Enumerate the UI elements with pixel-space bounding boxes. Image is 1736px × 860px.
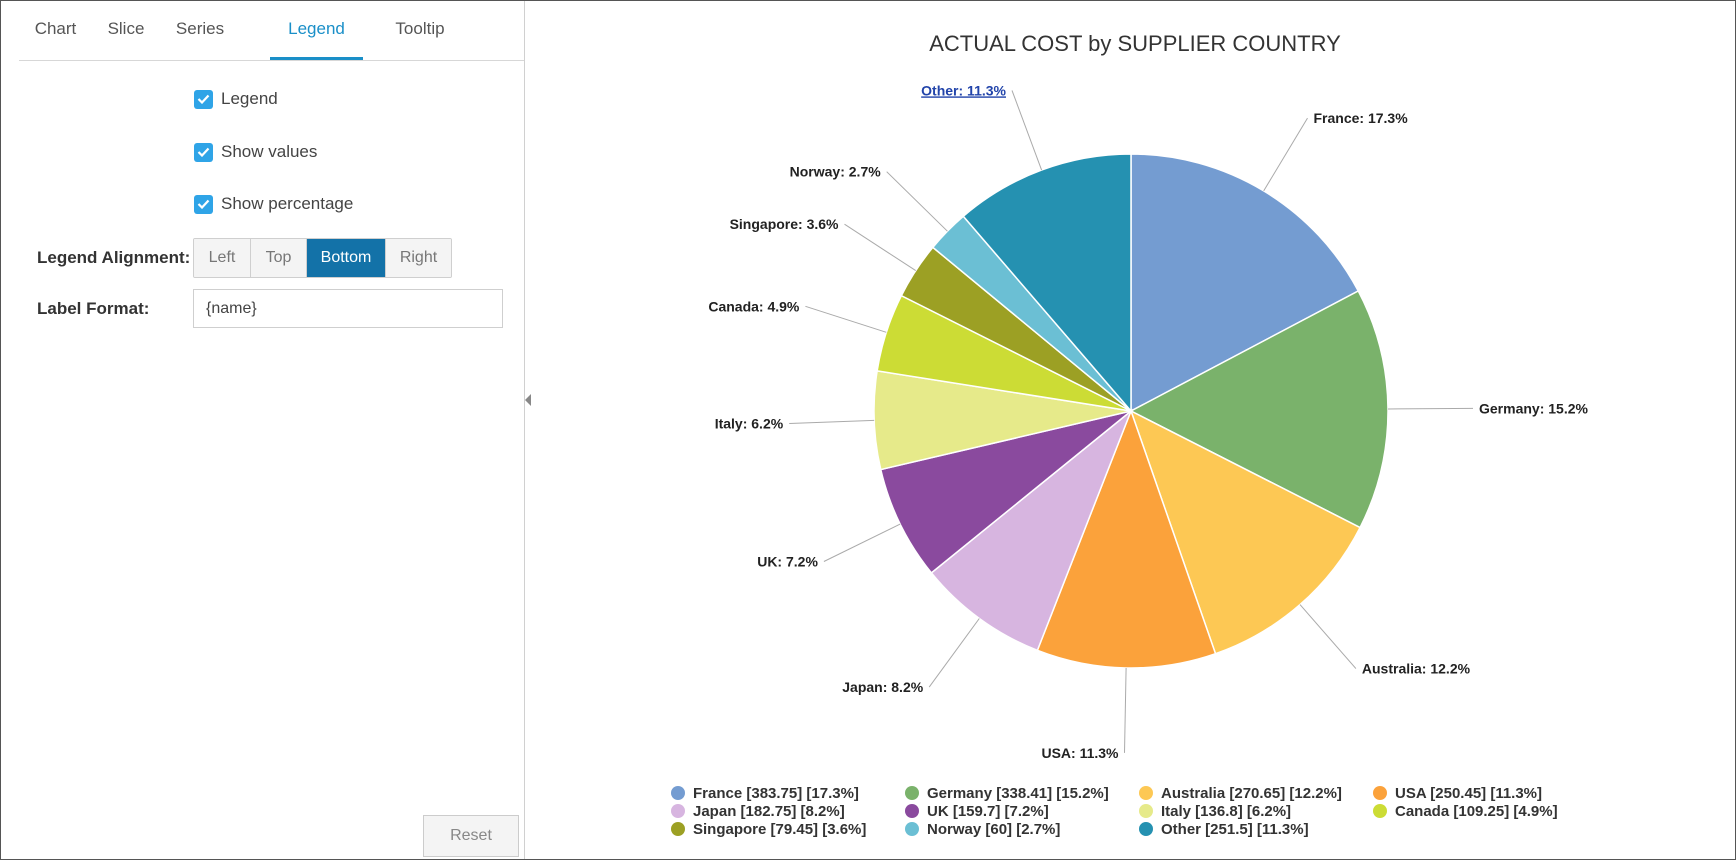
show-values-checkbox-label: Show values	[221, 142, 318, 161]
slice-label-singapore: Singapore: 3.6%	[730, 216, 839, 232]
legend-item-other[interactable]: Other [251.5] [11.3%]	[1161, 821, 1309, 838]
legend-marker-norway[interactable]	[905, 822, 919, 836]
label-format-label: Label Format:	[37, 299, 150, 318]
legend-item-italy[interactable]: Italy [136.8] [6.2%]	[1161, 803, 1291, 820]
legend-item-norway[interactable]: Norway [60] [2.7%]	[927, 821, 1060, 838]
legend-marker-france[interactable]	[671, 786, 685, 800]
legend-marker-other[interactable]	[1139, 822, 1153, 836]
tab-slice[interactable]: Slice	[107, 19, 145, 38]
slice-label-usa: USA: 11.3%	[1041, 745, 1119, 761]
settings-tabs: Chart Slice Series Legend Tooltip	[19, 1, 524, 61]
leader-line-australia	[1299, 604, 1357, 669]
slice-label-france: France: 17.3%	[1314, 110, 1409, 126]
legend-item-germany[interactable]: Germany [338.41] [15.2%]	[927, 785, 1109, 802]
legend-marker-usa[interactable]	[1373, 786, 1387, 800]
leader-line-germany	[1387, 407, 1474, 410]
legend-item-australia[interactable]: Australia [270.65] [12.2%]	[1161, 785, 1342, 802]
legend-alignment-label: Legend Alignment:	[37, 248, 191, 267]
legend-item-singapore[interactable]: Singapore [79.45] [3.6%]	[693, 821, 866, 838]
tab-tooltip[interactable]: Tooltip	[395, 19, 445, 38]
alignment-right-button[interactable]: Right	[386, 239, 451, 277]
leader-line-canada	[805, 305, 887, 333]
leader-line-usa	[1124, 667, 1127, 753]
chart-legend: France [383.75] [17.3%] Germany [338.41] …	[671, 785, 1558, 838]
slice-label-italy: Italy: 6.2%	[715, 416, 784, 432]
legend-marker-australia[interactable]	[1139, 786, 1153, 800]
pie-chart: ACTUAL COST by SUPPLIER COUNTRY France: …	[671, 31, 1588, 838]
leader-line-singapore	[844, 223, 916, 272]
legend-item-canada[interactable]: Canada [109.25] [4.9%]	[1395, 803, 1558, 820]
chart-area: ACTUAL COST by SUPPLIER COUNTRY France: …	[525, 1, 1734, 859]
legend-item-france[interactable]: France [383.75] [17.3%]	[693, 785, 859, 802]
alignment-left-button[interactable]: Left	[194, 239, 251, 277]
show-percentage-checkbox[interactable]	[194, 194, 213, 214]
pie-slices	[873, 153, 1389, 669]
leader-line-other	[1011, 90, 1043, 171]
leader-line-norway	[886, 171, 948, 232]
slice-label-germany: Germany: 15.2%	[1479, 400, 1588, 416]
legend-checkbox-row[interactable]: Legend	[194, 88, 278, 110]
leader-line-france	[1263, 117, 1308, 192]
pie-slice-japan[interactable]	[930, 408, 1133, 652]
show-percentage-checkbox-label: Show percentage	[221, 194, 354, 213]
legend-marker-singapore[interactable]	[671, 822, 685, 836]
pie-slice-usa[interactable]	[1036, 408, 1217, 669]
pie-slice-france[interactable]	[1130, 153, 1360, 413]
leader-line-italy	[789, 419, 875, 424]
collapse-panel-icon[interactable]	[523, 392, 533, 408]
slice-labels: France: 17.3% Germany: 15.2% Australia: 12…	[708, 82, 1588, 761]
reset-button[interactable]: Reset	[423, 815, 519, 857]
legend-marker-canada[interactable]	[1373, 804, 1387, 818]
legend-marker-japan[interactable]	[671, 804, 685, 818]
chart-title: ACTUAL COST by SUPPLIER COUNTRY	[929, 31, 1341, 56]
legend-checkbox[interactable]	[194, 89, 213, 109]
legend-marker-italy[interactable]	[1139, 804, 1153, 818]
slice-label-norway: Norway: 2.7%	[790, 164, 882, 180]
legend-item-japan[interactable]: Japan [182.75] [8.2%]	[693, 803, 845, 820]
alignment-bottom-button[interactable]: Bottom	[307, 239, 386, 277]
leader-line-uk	[823, 523, 901, 562]
legend-item-usa[interactable]: USA [250.45] [11.3%]	[1395, 785, 1542, 802]
slice-label-uk: UK: 7.2%	[757, 554, 818, 570]
slice-label-japan: Japan: 8.2%	[842, 679, 923, 695]
slice-label-other[interactable]: Other: 11.3%	[921, 82, 1006, 98]
pie-slice-germany[interactable]	[1129, 289, 1389, 529]
slice-label-canada: Canada: 4.9%	[708, 298, 800, 314]
leader-line-japan	[928, 618, 980, 688]
label-format-input[interactable]: {name}	[193, 289, 503, 328]
show-values-checkbox[interactable]	[194, 142, 213, 162]
alignment-top-button[interactable]: Top	[251, 239, 307, 277]
pie-slice-australia[interactable]	[1129, 409, 1362, 655]
slice-label-australia: Australia: 12.2%	[1362, 661, 1471, 677]
pie-slice-uk[interactable]	[879, 410, 1132, 574]
tab-series[interactable]: Series	[175, 19, 225, 38]
tab-chart[interactable]: Chart	[34, 19, 77, 38]
legend-item-uk[interactable]: UK [159.7] [7.2%]	[927, 803, 1049, 820]
legend-marker-uk[interactable]	[905, 804, 919, 818]
show-percentage-checkbox-row[interactable]: Show percentage	[194, 193, 353, 215]
legend-alignment-group: Left Top Bottom Right	[193, 238, 452, 278]
show-values-checkbox-row[interactable]: Show values	[194, 141, 317, 163]
legend-marker-germany[interactable]	[905, 786, 919, 800]
tab-legend[interactable]: Legend	[270, 1, 363, 60]
settings-panel: Chart Slice Series Legend Tooltip Legend…	[1, 1, 525, 859]
legend-checkbox-label: Legend	[221, 89, 278, 108]
